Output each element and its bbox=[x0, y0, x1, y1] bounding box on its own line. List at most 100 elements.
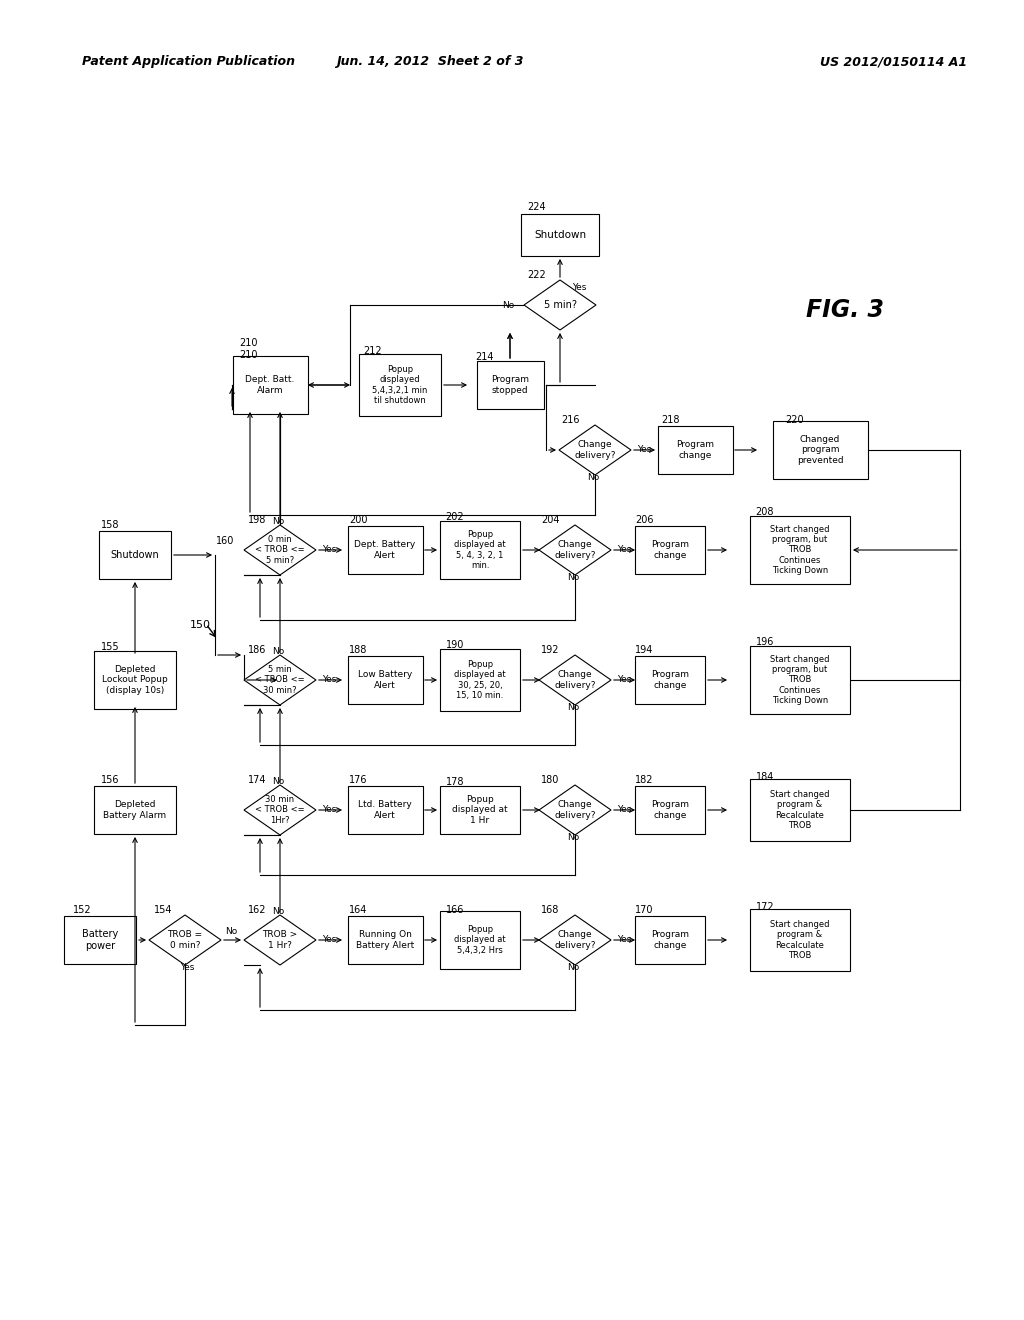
FancyBboxPatch shape bbox=[347, 525, 423, 574]
FancyBboxPatch shape bbox=[772, 421, 867, 479]
Text: 160: 160 bbox=[216, 536, 234, 546]
Text: Yes: Yes bbox=[180, 964, 195, 973]
Text: Popup
displayed at
5, 4, 3, 2, 1
min.: Popup displayed at 5, 4, 3, 2, 1 min. bbox=[455, 529, 506, 570]
Text: 210: 210 bbox=[239, 338, 257, 348]
Text: 176: 176 bbox=[349, 775, 368, 785]
FancyBboxPatch shape bbox=[359, 354, 441, 416]
Text: 162: 162 bbox=[248, 906, 266, 915]
Text: 152: 152 bbox=[73, 906, 91, 915]
Text: 216: 216 bbox=[561, 414, 580, 425]
Text: 208: 208 bbox=[756, 507, 774, 517]
Text: Program
stopped: Program stopped bbox=[490, 375, 529, 395]
FancyBboxPatch shape bbox=[347, 785, 423, 834]
Polygon shape bbox=[244, 525, 316, 576]
Text: Start changed
program &
Recalculate
TROB: Start changed program & Recalculate TROB bbox=[770, 789, 829, 830]
Polygon shape bbox=[244, 655, 316, 705]
FancyBboxPatch shape bbox=[440, 521, 520, 579]
Text: 210: 210 bbox=[239, 350, 257, 360]
Text: 172: 172 bbox=[756, 902, 774, 912]
Text: No: No bbox=[225, 928, 238, 936]
Text: Yes: Yes bbox=[572, 282, 587, 292]
Polygon shape bbox=[524, 280, 596, 330]
Text: No: No bbox=[567, 704, 580, 713]
FancyBboxPatch shape bbox=[440, 785, 520, 834]
Text: 206: 206 bbox=[635, 515, 653, 525]
Text: 5 min
< TROB <=
30 min?: 5 min < TROB <= 30 min? bbox=[255, 665, 305, 694]
Text: No: No bbox=[272, 648, 284, 656]
Text: Yes: Yes bbox=[617, 805, 632, 814]
FancyBboxPatch shape bbox=[440, 911, 520, 969]
Text: 214: 214 bbox=[476, 352, 495, 362]
Text: Patent Application Publication: Patent Application Publication bbox=[82, 55, 295, 69]
Text: 168: 168 bbox=[541, 906, 559, 915]
Text: 220: 220 bbox=[785, 414, 804, 425]
Text: Program
change: Program change bbox=[651, 800, 689, 820]
Polygon shape bbox=[244, 785, 316, 836]
Text: No: No bbox=[272, 777, 284, 787]
Text: TROB =
0 min?: TROB = 0 min? bbox=[168, 931, 203, 949]
Text: Program
change: Program change bbox=[651, 671, 689, 689]
FancyBboxPatch shape bbox=[99, 531, 171, 579]
Text: 200: 200 bbox=[349, 515, 368, 525]
FancyBboxPatch shape bbox=[347, 916, 423, 964]
Text: 182: 182 bbox=[635, 775, 653, 785]
FancyBboxPatch shape bbox=[63, 916, 136, 964]
Text: Yes: Yes bbox=[617, 545, 632, 554]
Text: 5 min?: 5 min? bbox=[544, 300, 577, 310]
Text: No: No bbox=[272, 908, 284, 916]
Text: 188: 188 bbox=[349, 645, 368, 655]
Text: 164: 164 bbox=[349, 906, 368, 915]
Text: Running On
Battery Alert: Running On Battery Alert bbox=[356, 931, 414, 949]
Text: 198: 198 bbox=[248, 515, 266, 525]
Polygon shape bbox=[559, 425, 631, 475]
FancyBboxPatch shape bbox=[347, 656, 423, 704]
Polygon shape bbox=[539, 785, 611, 836]
Text: Shutdown: Shutdown bbox=[534, 230, 586, 240]
FancyBboxPatch shape bbox=[635, 785, 705, 834]
FancyBboxPatch shape bbox=[94, 651, 176, 709]
Text: Yes: Yes bbox=[322, 545, 336, 554]
Text: 190: 190 bbox=[445, 640, 464, 649]
Text: Change
delivery?: Change delivery? bbox=[574, 441, 615, 459]
Text: 155: 155 bbox=[100, 642, 120, 652]
Text: Popup
displayed
5,4,3,2,1 min
til shutdown: Popup displayed 5,4,3,2,1 min til shutdo… bbox=[373, 364, 428, 405]
Text: Popup
displayed at
1 Hr: Popup displayed at 1 Hr bbox=[453, 795, 508, 825]
Text: 184: 184 bbox=[756, 772, 774, 781]
Text: Low Battery
Alert: Low Battery Alert bbox=[357, 671, 412, 689]
FancyBboxPatch shape bbox=[521, 214, 599, 256]
Text: 180: 180 bbox=[541, 775, 559, 785]
FancyBboxPatch shape bbox=[750, 909, 850, 972]
FancyBboxPatch shape bbox=[750, 779, 850, 841]
Text: 30 min
< TROB <=
1Hr?: 30 min < TROB <= 1Hr? bbox=[255, 795, 305, 825]
Text: 224: 224 bbox=[527, 202, 547, 213]
Text: No: No bbox=[567, 573, 580, 582]
Text: 212: 212 bbox=[364, 346, 382, 356]
Text: FIG. 3: FIG. 3 bbox=[806, 298, 884, 322]
FancyBboxPatch shape bbox=[635, 656, 705, 704]
Text: No: No bbox=[272, 517, 284, 527]
FancyBboxPatch shape bbox=[476, 360, 544, 409]
Text: 204: 204 bbox=[541, 515, 559, 525]
Text: 194: 194 bbox=[635, 645, 653, 655]
FancyBboxPatch shape bbox=[657, 426, 732, 474]
Text: 158: 158 bbox=[100, 520, 119, 531]
Text: Yes: Yes bbox=[322, 936, 336, 945]
Text: Yes: Yes bbox=[322, 805, 336, 814]
Polygon shape bbox=[244, 915, 316, 965]
Text: Start changed
program &
Recalculate
TROB: Start changed program & Recalculate TROB bbox=[770, 920, 829, 960]
Text: 218: 218 bbox=[662, 414, 680, 425]
Text: Depleted
Lockout Popup
(display 10s): Depleted Lockout Popup (display 10s) bbox=[102, 665, 168, 694]
FancyBboxPatch shape bbox=[232, 356, 307, 414]
Text: No: No bbox=[502, 301, 514, 309]
Text: Changed
program
prevented: Changed program prevented bbox=[797, 436, 844, 465]
Text: Change
delivery?: Change delivery? bbox=[554, 540, 596, 560]
Polygon shape bbox=[150, 915, 221, 965]
Text: Start changed
program, but
TROB
Continues
Ticking Down: Start changed program, but TROB Continue… bbox=[770, 525, 829, 576]
Text: 156: 156 bbox=[100, 775, 119, 785]
FancyBboxPatch shape bbox=[94, 785, 176, 834]
Text: Battery
power: Battery power bbox=[82, 929, 118, 950]
Text: Ltd. Battery
Alert: Ltd. Battery Alert bbox=[358, 800, 412, 820]
Text: 196: 196 bbox=[756, 638, 774, 647]
Text: Popup
displayed at
5,4,3,2 Hrs: Popup displayed at 5,4,3,2 Hrs bbox=[455, 925, 506, 954]
Text: 0 min
< TROB <=
5 min?: 0 min < TROB <= 5 min? bbox=[255, 535, 305, 565]
